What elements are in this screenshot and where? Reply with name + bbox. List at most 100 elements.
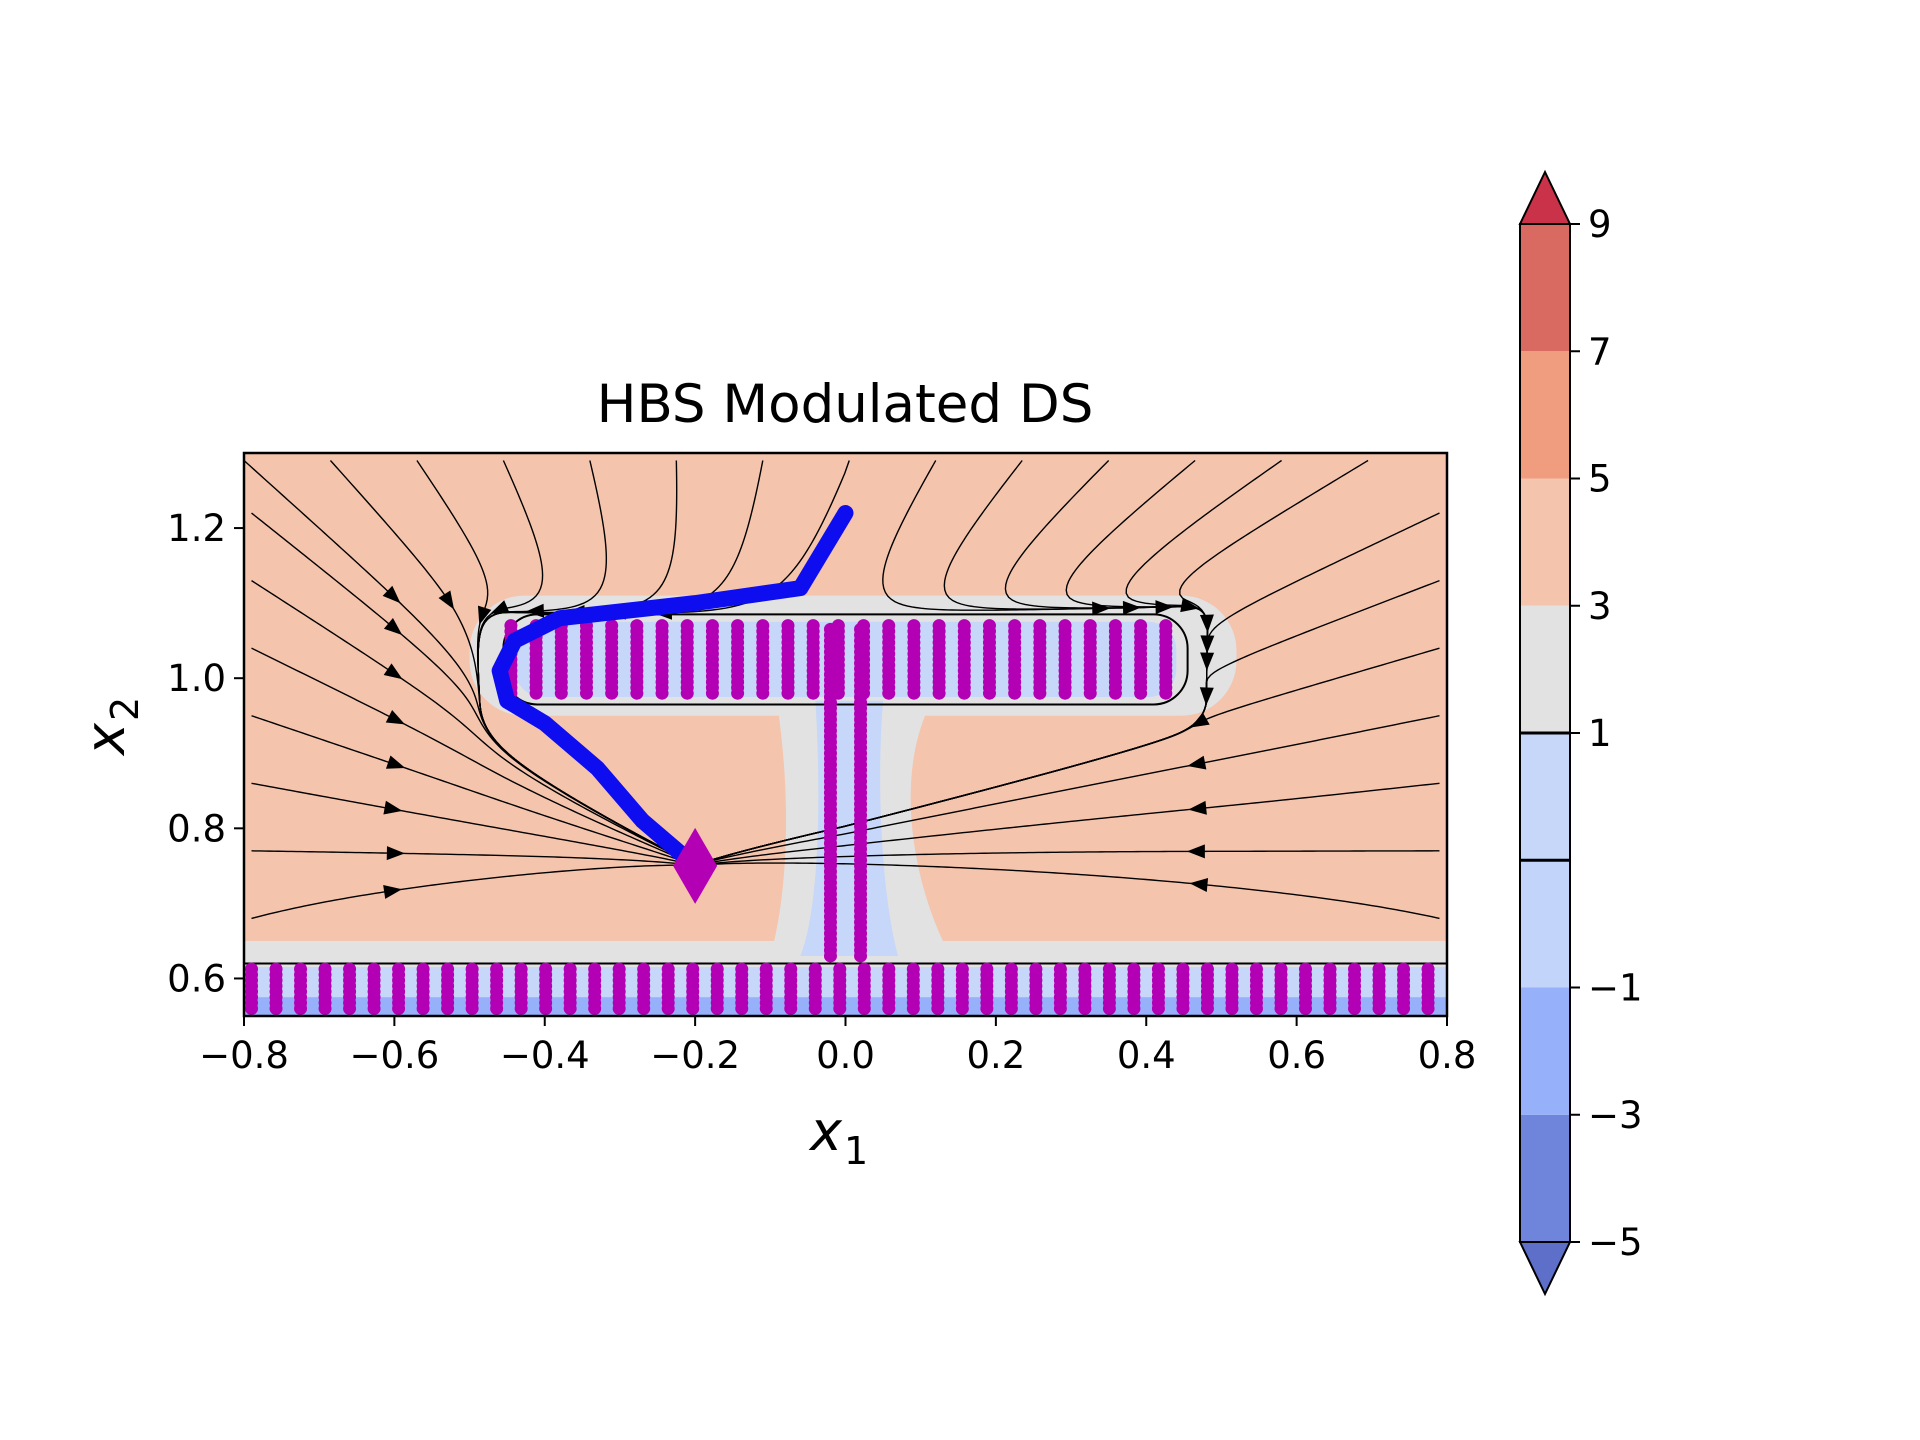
streamline (251, 864, 681, 920)
trajectory-line (491, 505, 854, 874)
obstacle-point (245, 962, 259, 976)
obstacle-point (343, 962, 357, 976)
x-tick-label: −0.2 (650, 1034, 740, 1077)
streamline-arrow (1189, 878, 1209, 892)
obstacle-point (1151, 962, 1165, 976)
streamline-arrow (383, 663, 403, 680)
obstacle-point (655, 619, 669, 633)
obstacle-point (1053, 962, 1067, 976)
obstacle-point (637, 962, 651, 976)
x-tick-label: 0.4 (1117, 1034, 1176, 1077)
colorbar-tick-label: −5 (1588, 1221, 1643, 1264)
obstacle-point (1159, 619, 1173, 633)
x-tick-label: −0.8 (199, 1034, 289, 1077)
x-tick-label: 0.8 (1418, 1034, 1477, 1077)
obstacle-point (1323, 962, 1337, 976)
obstacle-point (833, 962, 847, 976)
obstacle-point (680, 619, 694, 633)
x-tick-label: 0.6 (1267, 1034, 1326, 1077)
streamline-arrow (382, 585, 401, 604)
x-tick-label: 0.0 (816, 1034, 875, 1077)
colorbar-extend-high (1518, 169, 1572, 225)
colorbar-tick-label: 1 (1588, 712, 1612, 755)
obstacle-point (906, 962, 920, 976)
obstacle-point (514, 962, 528, 976)
y-tick-label: 0.6 (167, 957, 226, 1000)
obstacle-point (661, 962, 675, 976)
x-tick-label: 0.2 (966, 1034, 1025, 1077)
obstacle-point (857, 962, 871, 976)
obstacle-point (612, 962, 626, 976)
streamline-arrow (1180, 598, 1200, 613)
x-axis-label-subscript: 1 (844, 1129, 868, 1173)
y-axis-label: x 2 (74, 697, 147, 757)
streamline-arrow (490, 600, 510, 614)
obstacle-point (563, 962, 577, 976)
colorbar-band (1520, 478, 1570, 606)
obstacle-point (1029, 962, 1043, 976)
trajectory-layer (491, 505, 854, 904)
obstacle-point (539, 962, 553, 976)
obstacle-point (731, 619, 745, 633)
streamline-arrow (477, 605, 492, 625)
obstacle-point (735, 962, 749, 976)
obstacle-points (245, 619, 1435, 1015)
obstacle-point (1372, 962, 1386, 976)
x-axis-label-main: x (808, 1100, 843, 1163)
colorbar-band (1520, 860, 1570, 988)
colorbar-tick-label: 7 (1588, 330, 1612, 373)
obstacle-point (630, 619, 644, 633)
obstacle-point (441, 962, 455, 976)
obstacle-point (882, 619, 896, 633)
colorbar: 9 7 5 3 1 −1 −3 −5 (1518, 169, 1643, 1297)
streamline-arrow (385, 709, 405, 725)
obstacle-point (957, 619, 971, 633)
obstacle-point (823, 622, 837, 636)
colorbar-band (1520, 351, 1570, 479)
streamline-arrow (438, 590, 455, 610)
streamline-arrow (383, 884, 402, 899)
obstacle-point (1008, 619, 1022, 633)
colorbar-band (1520, 733, 1570, 861)
obstacle-point (1249, 962, 1263, 976)
obstacle-point (1397, 962, 1411, 976)
y-axis-label-main: x (74, 722, 137, 757)
obstacle-point (465, 962, 479, 976)
obstacle-point (1108, 619, 1122, 633)
colorbar-band (1520, 605, 1570, 733)
colorbar-band (1520, 987, 1570, 1115)
obstacle-point (1176, 962, 1190, 976)
streamline-arrow (385, 755, 406, 769)
obstacle-point (781, 619, 795, 633)
streamline-arrow (1188, 800, 1207, 815)
y-axis-label-subscript: 2 (103, 697, 147, 721)
colorbar-tick-label: 5 (1588, 458, 1612, 501)
obstacle-point (1421, 962, 1435, 976)
obstacle-point (504, 619, 518, 633)
obstacle-point (605, 619, 619, 633)
colorbar-tick-label: −3 (1588, 1094, 1643, 1137)
colorbar-band (1520, 1114, 1570, 1242)
obstacle-point (980, 962, 994, 976)
y-tick-label: 0.8 (167, 807, 226, 850)
obstacle-point (955, 962, 969, 976)
obstacle-point (1298, 962, 1312, 976)
streamline-arrow (383, 618, 403, 636)
y-axis-ticks: 0.6 0.8 1.0 1.2 (167, 507, 244, 1000)
streamline (251, 512, 684, 860)
obstacle-point (416, 962, 430, 976)
y-tick-label: 1.0 (167, 657, 226, 700)
obstacle-point (806, 619, 820, 633)
y-tick-label: 1.2 (167, 507, 226, 550)
streamline-arrow (525, 603, 545, 618)
obstacle-point (294, 962, 308, 976)
target-marker (673, 827, 718, 904)
obstacle-point (1102, 962, 1116, 976)
obstacle-point (705, 619, 719, 633)
x-axis-label: x 1 (808, 1100, 868, 1173)
obstacle-point (1058, 619, 1072, 633)
colorbar-tick-label: 9 (1588, 203, 1612, 246)
streamlines (244, 459, 1440, 920)
obstacle-point (269, 962, 283, 976)
